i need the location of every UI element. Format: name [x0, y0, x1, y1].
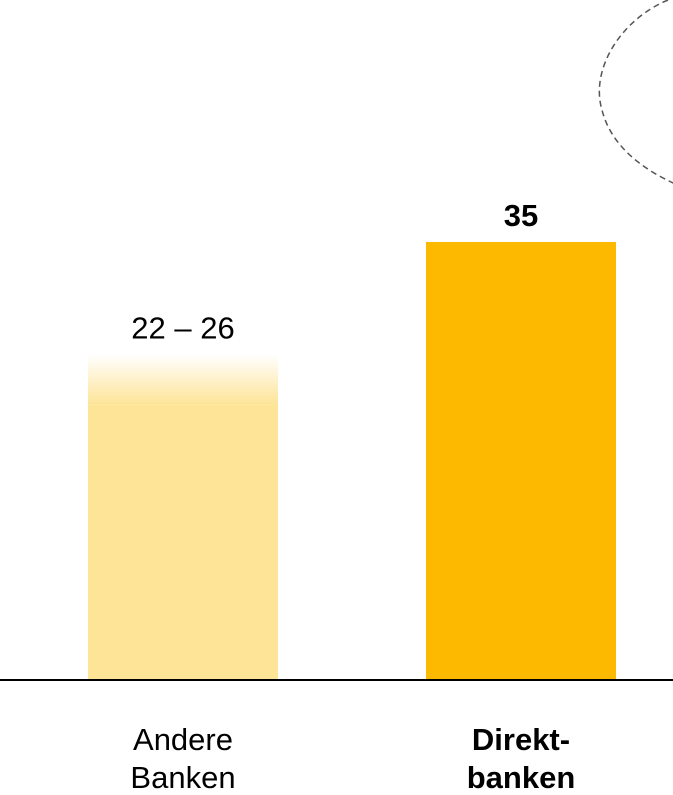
x-tick-label: Direkt- — [472, 722, 570, 757]
bar — [88, 404, 278, 680]
decoration-ellipse — [598, 0, 673, 184]
bar-range — [88, 354, 278, 405]
x-tick-label: Banken — [130, 760, 235, 795]
value-label: 35 — [504, 198, 538, 233]
x-tick-label: Andere — [133, 722, 233, 757]
bar — [426, 241, 616, 680]
value-label: 22 – 26 — [131, 311, 234, 346]
x-tick-label: banken — [467, 760, 576, 795]
